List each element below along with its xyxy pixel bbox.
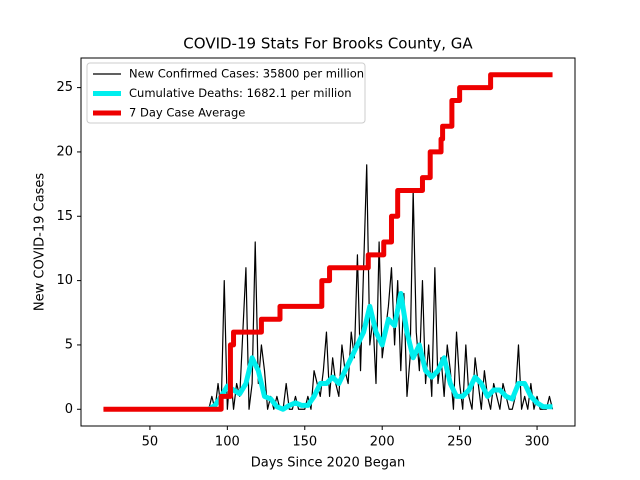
x-tick-label: 250 bbox=[447, 435, 472, 450]
x-tick-label: 50 bbox=[142, 435, 159, 450]
y-tick-label: 15 bbox=[56, 209, 73, 224]
series-line bbox=[207, 290, 553, 412]
legend-box bbox=[86, 62, 366, 124]
legend-label: New Confirmed Cases: 35800 per million bbox=[129, 67, 364, 81]
y-axis-label: New COVID-19 Cases bbox=[33, 173, 48, 311]
x-tick-label: 150 bbox=[292, 435, 317, 450]
x-tick-label: 200 bbox=[370, 435, 395, 450]
legend: New Confirmed Cases: 35800 per million Cu… bbox=[86, 62, 366, 124]
y-tick-label: 5 bbox=[65, 337, 73, 352]
x-tick-label: 100 bbox=[215, 435, 240, 450]
y-tick-label: 25 bbox=[56, 80, 73, 95]
x-axis-label: Days Since 2020 Began bbox=[251, 456, 406, 471]
x-tick-label: 300 bbox=[525, 435, 550, 450]
legend-label: Cumulative Deaths: 1682.1 per million bbox=[129, 86, 352, 100]
y-tick-label: 20 bbox=[56, 144, 73, 159]
series-line bbox=[103, 164, 554, 410]
chart-title: COVID-19 Stats For Brooks County, GA bbox=[183, 35, 473, 53]
series-line bbox=[103, 72, 553, 412]
y-tick-label: 10 bbox=[56, 273, 73, 288]
plot-frame bbox=[80, 57, 576, 427]
y-tick-label: 0 bbox=[65, 402, 73, 417]
legend-label: 7 Day Case Average bbox=[129, 106, 245, 120]
